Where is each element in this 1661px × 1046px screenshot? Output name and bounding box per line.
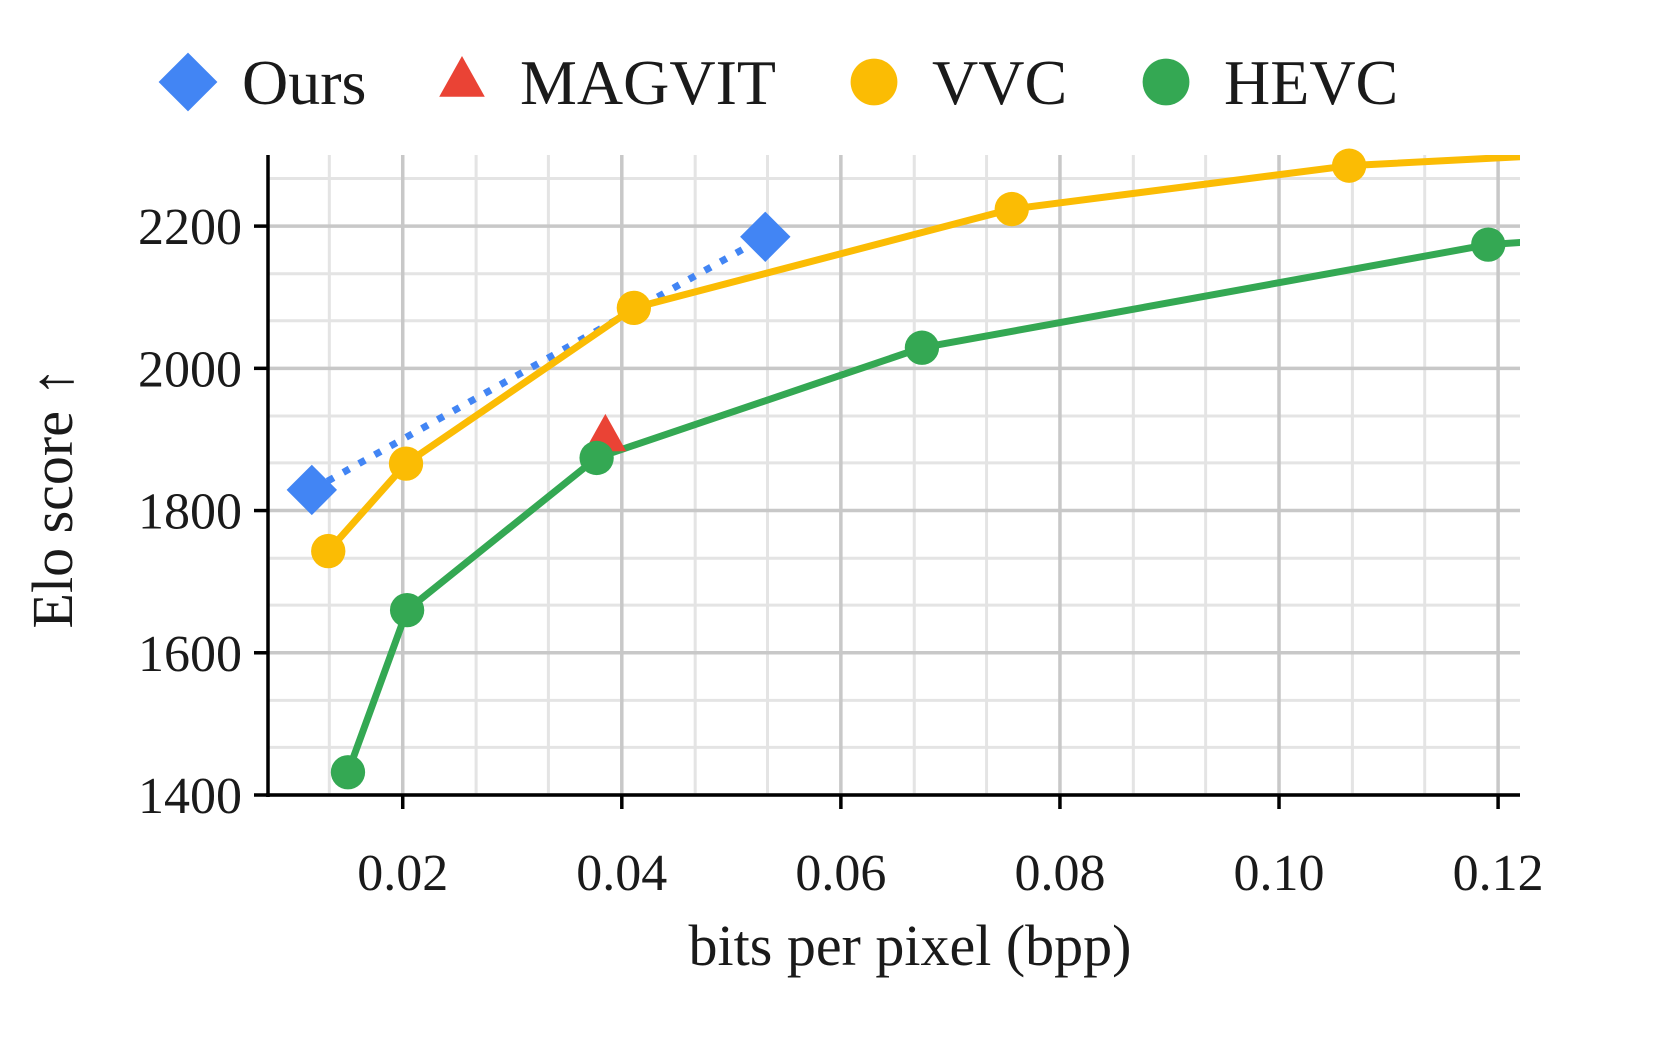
y-axis-title: Elo score ↑	[20, 368, 85, 629]
tick-labels: 0.02 0.04 0.06 0.08 0.10 0.12 1400 1600 1800 2000…	[138, 199, 1544, 902]
y-tick-label: 2000	[138, 341, 242, 398]
data-point-vvc	[1331, 148, 1367, 183]
x-tick-label: 0.08	[1014, 845, 1105, 902]
y-tick-label: 2200	[138, 199, 242, 256]
legend-marker-vvc	[850, 58, 898, 106]
x-tick-label: 0.02	[357, 845, 448, 902]
data-point-vvc	[616, 290, 652, 326]
x-tick-label: 0.10	[1234, 845, 1325, 902]
x-tick-label: 0.06	[795, 845, 886, 902]
data-point-ours	[286, 464, 338, 516]
legend-item-hevc: HEVC	[1142, 47, 1398, 118]
legend: Ours MAGVIT VVC HEVC	[158, 47, 1398, 118]
series-line-vvc	[324, 155, 1520, 555]
legend-label-magvit: MAGVIT	[520, 47, 776, 118]
y-tick-label: 1400	[138, 768, 242, 825]
data-point-vvc	[994, 191, 1029, 227]
legend-marker-hevc	[1142, 58, 1190, 106]
data-point-hevc	[330, 755, 366, 790]
x-axis-title: bits per pixel (bpp)	[689, 913, 1132, 978]
y-tick-label: 1600	[138, 626, 242, 683]
data-point-hevc	[904, 330, 940, 365]
grid-minor	[268, 155, 1520, 795]
legend-label-hevc: HEVC	[1224, 47, 1398, 118]
legend-label-ours: Ours	[242, 47, 366, 118]
data-point-hevc	[579, 440, 614, 476]
data-point-vvc	[311, 533, 346, 569]
markers-layer	[286, 148, 1506, 790]
axes	[254, 155, 1520, 809]
legend-marker-magvit	[439, 56, 485, 97]
x-tick-label: 0.04	[576, 845, 667, 902]
x-tick-label: 0.12	[1453, 845, 1544, 902]
legend-label-vvc: VVC	[932, 47, 1067, 118]
y-tick-label: 1800	[138, 484, 242, 541]
legend-item-ours: Ours	[158, 47, 366, 118]
data-point-hevc	[1471, 227, 1506, 262]
data-point-vvc	[388, 446, 424, 481]
data-point-hevc	[389, 592, 425, 628]
legend-item-magvit: MAGVIT	[439, 47, 776, 118]
legend-item-vvc: VVC	[850, 47, 1067, 118]
legend-marker-ours	[158, 52, 218, 112]
data-point-ours	[740, 211, 791, 262]
series-line-ours	[310, 233, 768, 493]
